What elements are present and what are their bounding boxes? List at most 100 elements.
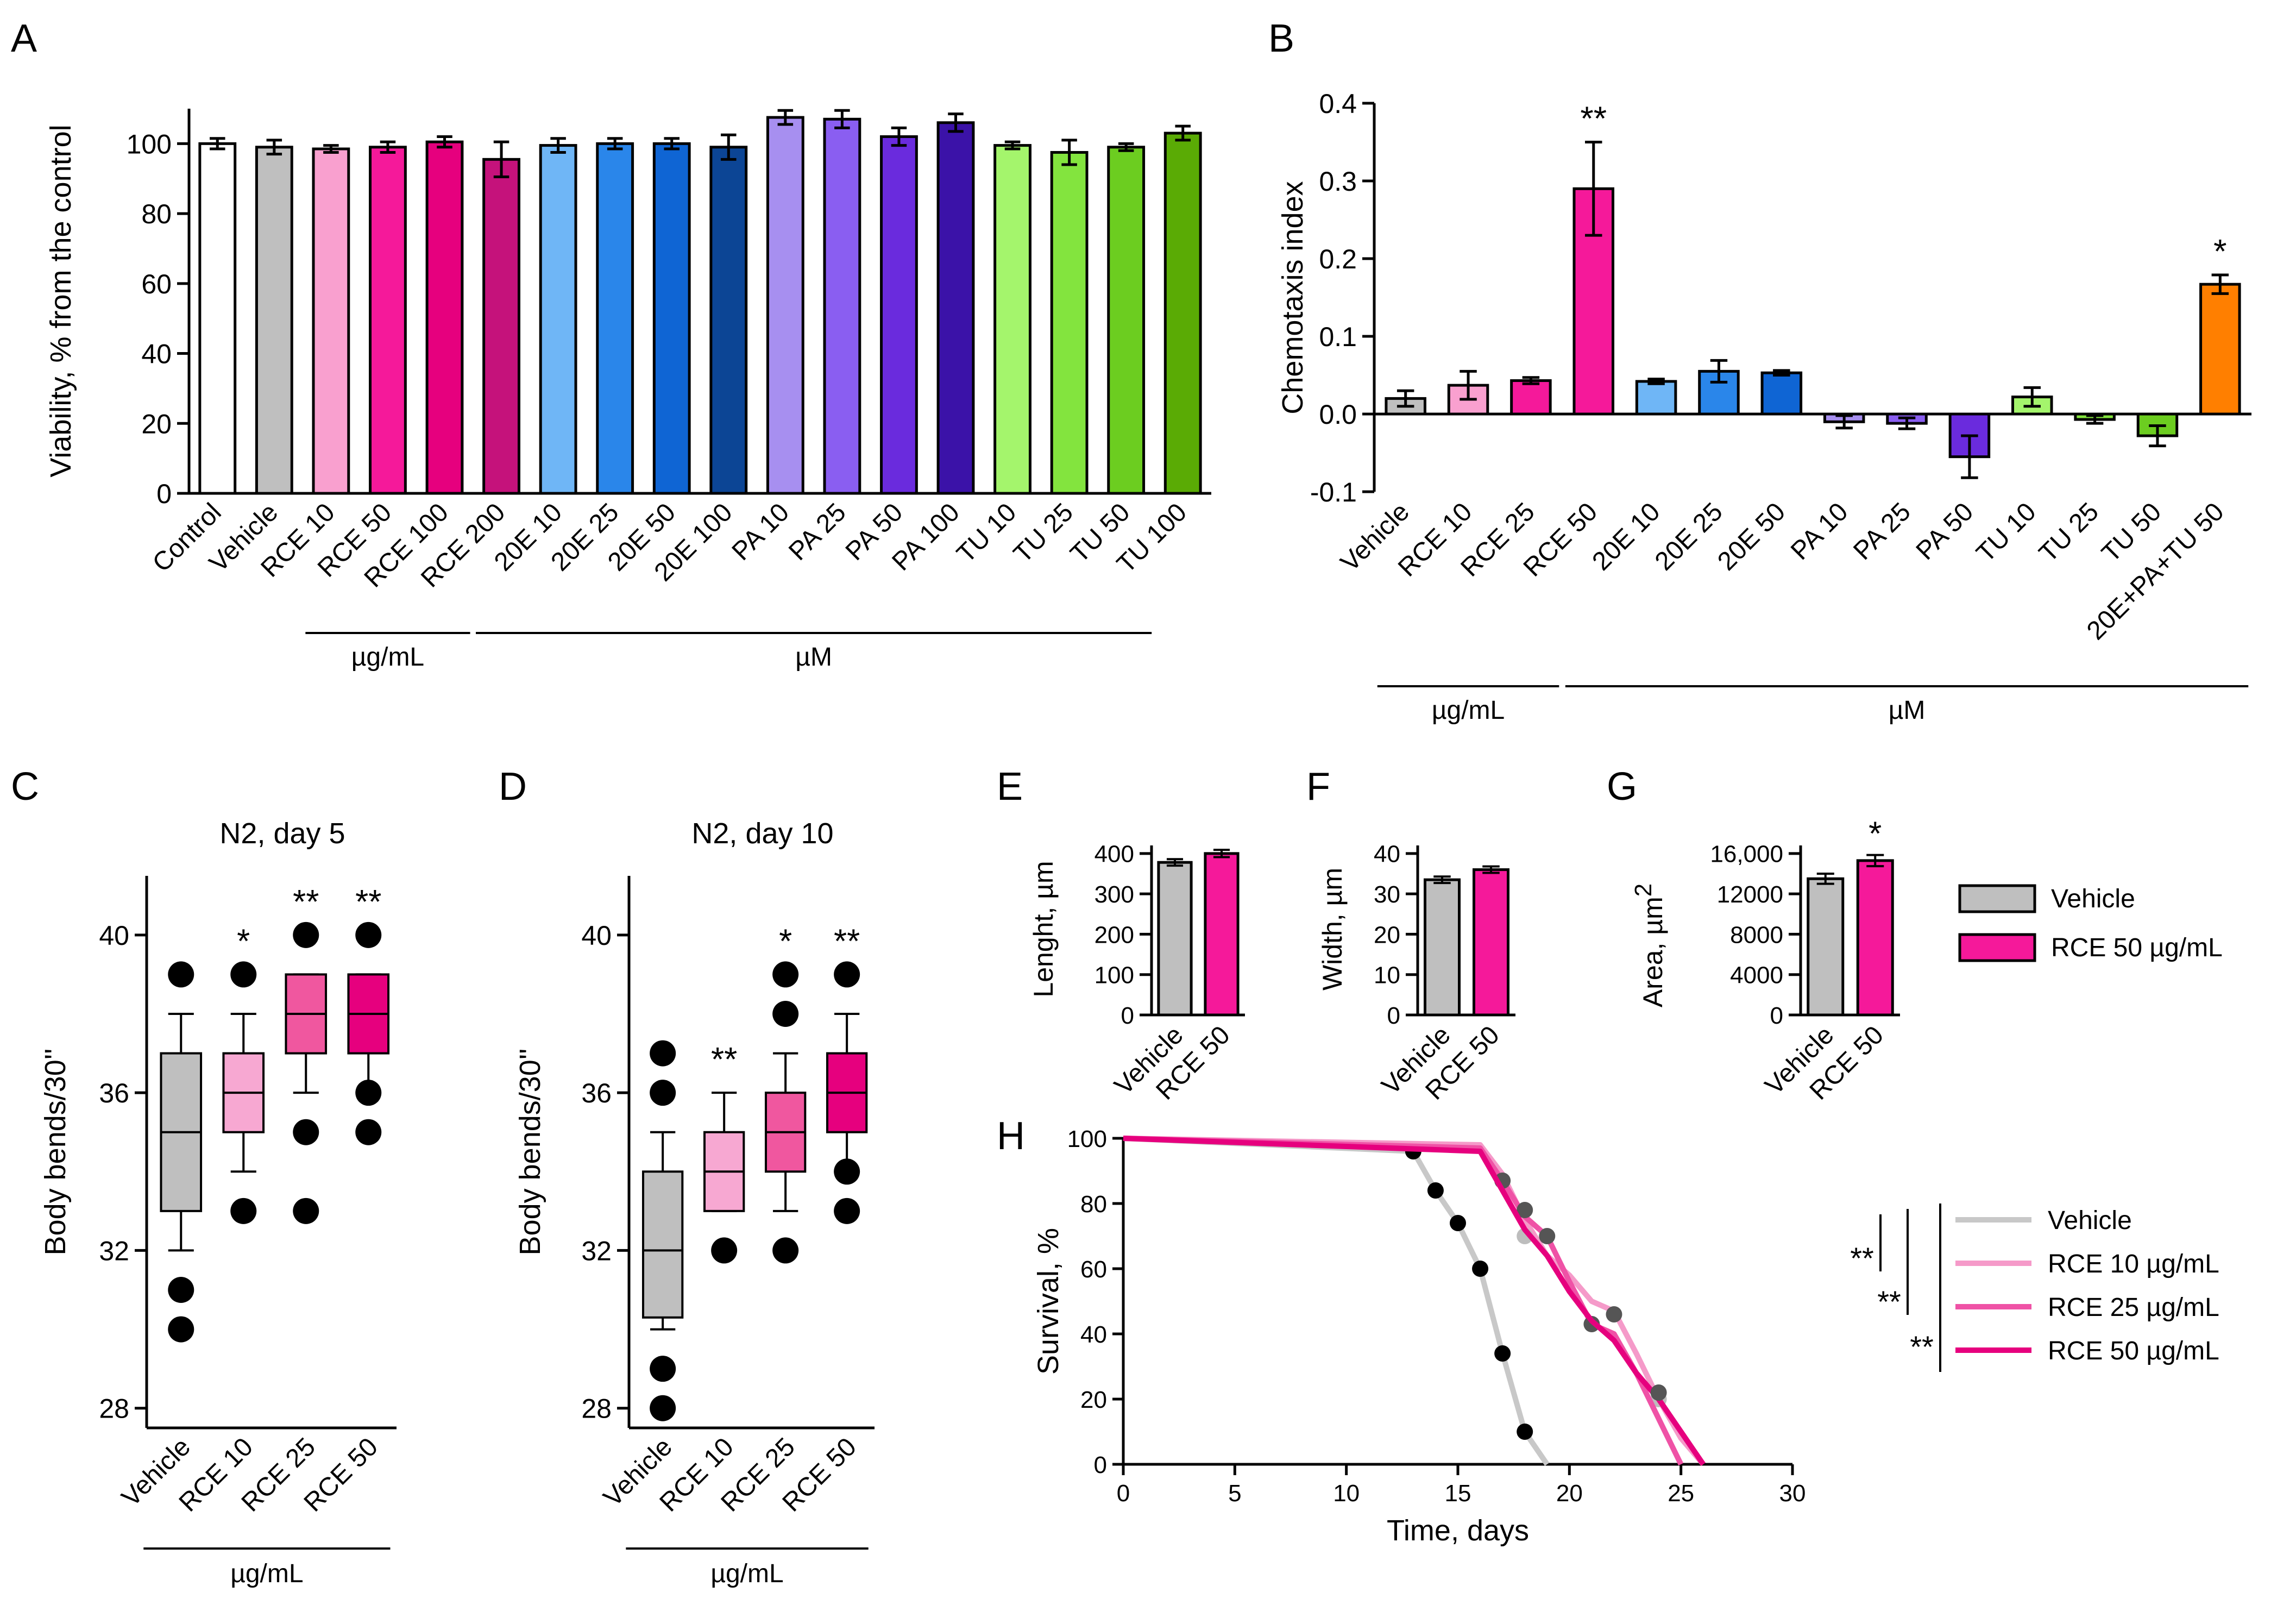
panel-h-censor-dot [1650, 1384, 1667, 1401]
panel-a-bar [766, 116, 804, 495]
panel-b-bar [1510, 379, 1552, 416]
panel-h-censor-dot [1427, 1182, 1444, 1199]
panel-h-legend-label: RCE 25 µg/mL [2048, 1293, 2219, 1322]
panel-g-bar [1856, 859, 1894, 1017]
panel-d-significance: ** [711, 1041, 737, 1079]
panel-a-y-tick-label: 20 [141, 409, 172, 439]
panel-f-y-tick-label: 30 [1374, 881, 1400, 908]
panel-d-y-tick-label: 40 [581, 920, 612, 951]
panel-a-bar [1107, 146, 1146, 495]
panel-d-outlier [834, 1198, 860, 1224]
panel-h-y-tick-label: 0 [1094, 1452, 1107, 1478]
panel-h-x-tick-label: 15 [1445, 1480, 1471, 1507]
panel-b-significance: ** [1580, 100, 1607, 138]
efg-legend-label: Vehicle [2051, 885, 2135, 913]
panel-a-bar [539, 144, 577, 495]
panel-h-censor-dot [1450, 1215, 1466, 1231]
panel-e-y-axis-title: Lenght, µm [1028, 861, 1059, 997]
panel-e-letter: E [997, 765, 1023, 808]
panel-h-x-tick-label: 30 [1779, 1480, 1806, 1507]
panel-g-significance: * [1869, 816, 1882, 853]
panel-g-y-axis-title: Area, µm2 [1630, 883, 1668, 1007]
panel-h-series-line [1123, 1136, 1550, 1466]
panel-g-y-tick-label: 4000 [1730, 962, 1783, 989]
panel-c-significance: ** [293, 883, 319, 921]
panel-a-bar [993, 144, 1031, 495]
panel-a-group-label: µM [795, 643, 832, 672]
panel-d-title: N2, day 10 [691, 817, 833, 850]
panel-h-censor-dot [1517, 1202, 1533, 1218]
panel-f-y-tick-label: 20 [1374, 922, 1400, 948]
panel-f-y-tick-label: 0 [1387, 1002, 1400, 1029]
panel-f-letter: F [1306, 765, 1330, 808]
panel-c-outlier [355, 922, 382, 948]
panel-a-category-label: PA 25 [783, 498, 852, 566]
panel-h-series-line [1123, 1136, 1706, 1466]
panel-a-bar [880, 135, 918, 495]
panel-h-legend-significance: ** [1877, 1284, 1901, 1319]
panel-a-bar [652, 142, 691, 495]
panel-h-x-tick-label: 25 [1668, 1480, 1694, 1507]
panel-c-y-tick-label: 40 [99, 920, 129, 951]
panel-a-y-tick-label: 40 [141, 339, 172, 369]
efg-legend-swatch [1958, 884, 2036, 913]
panel-a-bar [198, 142, 237, 495]
panel-h-x-tick-label: 10 [1333, 1480, 1360, 1507]
panel-b-category-label: TU 10 [1971, 497, 2042, 568]
panel-c-group-label: µg/mL [230, 1559, 303, 1588]
panel-b-y-tick-label: 0.0 [1319, 399, 1357, 430]
panel-d-outlier [834, 961, 860, 988]
panel-a-category-label: PA 10 [727, 498, 795, 566]
panel-g-y-tick-label: 12000 [1717, 881, 1783, 908]
panel-d-significance: * [779, 923, 792, 960]
panel-a-bar [596, 142, 634, 495]
panel-h-y-tick-label: 80 [1080, 1191, 1107, 1218]
panel-c-outlier [168, 1277, 194, 1303]
panel-b-y-tick-label: 0.2 [1319, 244, 1357, 274]
panel-f-y-axis-title: Width, µm [1317, 868, 1348, 991]
panel-c-outlier [355, 1080, 382, 1106]
panel-g-y-tick-label: 16,000 [1710, 841, 1783, 868]
panel-h-x-axis-title: Time, days [1387, 1514, 1529, 1547]
panel-g-y-axis-superscript: 2 [1630, 883, 1657, 897]
panel-d-outlier [650, 1356, 676, 1382]
panel-d-group-label: µg/mL [710, 1559, 783, 1588]
panel-d-outlier [772, 1237, 799, 1264]
panel-b-bar [1760, 371, 1803, 416]
panel-c-y-tick-label: 32 [99, 1236, 129, 1266]
panel-b-y-tick-label: -0.1 [1310, 477, 1357, 507]
panel-a-y-tick-label: 0 [156, 479, 172, 509]
panel-d-significance: ** [834, 923, 860, 960]
panel-h-censor-dot [1606, 1306, 1622, 1322]
panel-a-bar [255, 146, 293, 495]
panel-c-y-tick-label: 36 [99, 1078, 129, 1108]
panel-b-bar [1635, 380, 1677, 416]
panel-h-x-tick-label: 0 [1117, 1480, 1130, 1507]
panel-d-outlier [650, 1080, 676, 1106]
panel-c-title: N2, day 5 [219, 817, 345, 850]
panel-h-legend-significance: ** [1850, 1241, 1874, 1275]
panel-c-outlier [293, 922, 319, 948]
panel-c-outlier [355, 1119, 382, 1145]
panel-h-y-tick-label: 100 [1067, 1126, 1107, 1152]
panel-d-y-tick-label: 28 [581, 1394, 612, 1424]
panel-f-y-tick-label: 10 [1374, 962, 1400, 989]
panel-e-bar [1204, 852, 1240, 1017]
panel-d-outlier [650, 1395, 676, 1421]
panel-e-y-tick-label: 100 [1094, 962, 1134, 989]
panel-b-significance: * [2213, 233, 2226, 271]
panel-a-bar [482, 158, 520, 495]
panel-h-censor-dot [1494, 1345, 1511, 1362]
panel-b-category-label: 20E 25 [1650, 497, 1728, 576]
panel-g-bar [1807, 877, 1845, 1017]
panel-d-outlier [650, 1040, 676, 1067]
panel-e-y-tick-label: 200 [1094, 922, 1134, 948]
panel-a-category-label: TU 10 [952, 498, 1022, 568]
panel-e-y-tick-label: 400 [1094, 841, 1134, 868]
panel-d-outlier [772, 1001, 799, 1027]
panel-d-outlier [711, 1237, 738, 1264]
panel-c-outlier [168, 961, 194, 988]
panel-d-outlier [834, 1158, 860, 1185]
panel-a-bar [823, 117, 861, 495]
